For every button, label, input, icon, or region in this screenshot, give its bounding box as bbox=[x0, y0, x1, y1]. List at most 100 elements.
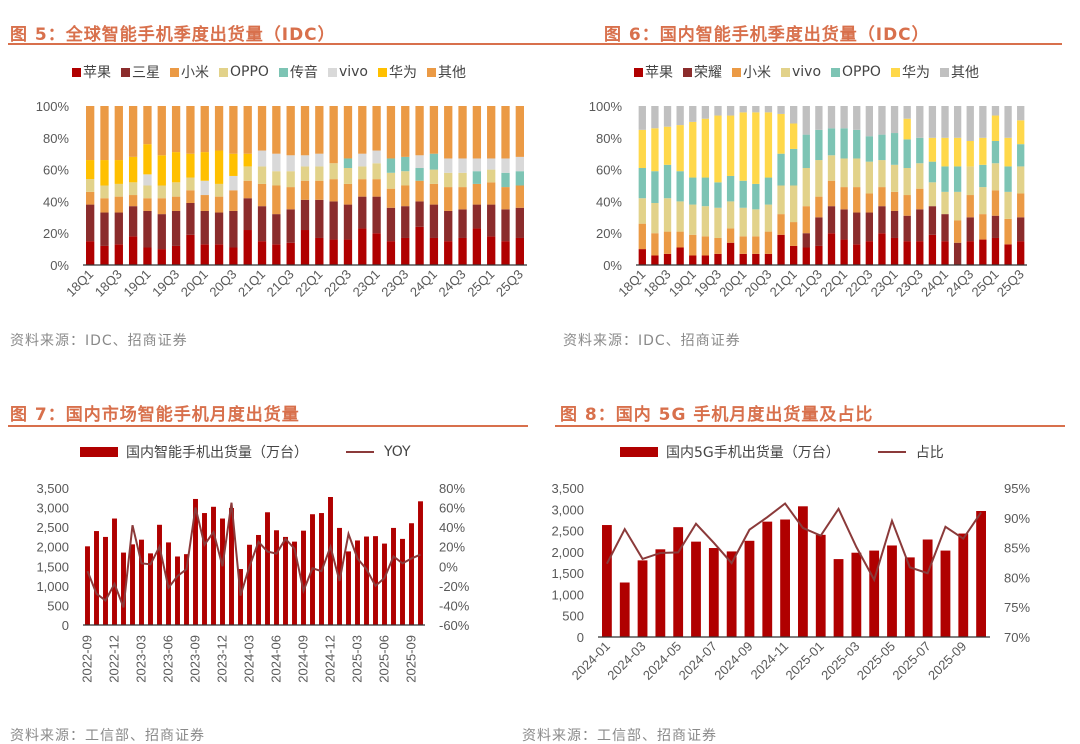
bar-segment bbox=[903, 139, 911, 169]
bar-segment bbox=[1017, 144, 1025, 167]
bar-segment bbox=[903, 106, 911, 119]
x-tick-label: 2024-03 bbox=[242, 635, 257, 683]
bar-segment bbox=[991, 237, 1000, 265]
legend-swatch bbox=[831, 67, 841, 77]
x-tick-label: 2024-09 bbox=[296, 635, 311, 683]
bar-segment bbox=[372, 179, 381, 197]
legend-label: OPPO bbox=[230, 64, 269, 80]
axis-tick-label: 0% bbox=[50, 258, 69, 273]
bar bbox=[904, 557, 915, 637]
legend-swatch bbox=[170, 67, 179, 77]
axis-tick-label: 80% bbox=[1004, 570, 1030, 585]
bar-segment bbox=[865, 241, 873, 265]
bar-segment bbox=[815, 129, 823, 161]
axis-tick-label: 100% bbox=[589, 99, 623, 114]
bar-segment bbox=[272, 244, 281, 265]
bar-segment bbox=[515, 185, 524, 208]
bar-segment bbox=[790, 148, 798, 186]
bar bbox=[238, 569, 243, 625]
axis-tick-label: 2,500 bbox=[36, 520, 69, 535]
bar-segment bbox=[329, 239, 338, 265]
bar-segment bbox=[300, 180, 310, 200]
bar-segment bbox=[472, 171, 482, 184]
x-tick-label: 2025-03 bbox=[350, 635, 365, 683]
bar-segment bbox=[714, 115, 722, 183]
bar-segment bbox=[663, 253, 672, 265]
legend-item-bars: 国内5G手机出货量（万台） bbox=[620, 442, 840, 462]
bar-segment bbox=[840, 128, 848, 159]
bar-segment bbox=[143, 210, 152, 248]
axis-tick-label: 1,000 bbox=[551, 587, 584, 602]
bar-segment bbox=[689, 106, 697, 122]
bar bbox=[85, 546, 90, 625]
bar-segment bbox=[638, 168, 646, 199]
bar-segment bbox=[840, 187, 848, 210]
bar-segment bbox=[343, 106, 353, 159]
bar-segment bbox=[991, 106, 1000, 116]
bar-segment bbox=[991, 163, 1000, 191]
bar-segment bbox=[501, 172, 510, 188]
axis-tick-label: 0% bbox=[439, 559, 458, 574]
bar-segment bbox=[157, 106, 166, 156]
bar-segment bbox=[752, 209, 760, 237]
bar-segment bbox=[143, 106, 152, 145]
bar-segment bbox=[676, 247, 684, 265]
x-tick-label: 19Q1 bbox=[120, 267, 153, 300]
bar-segment bbox=[701, 177, 710, 207]
bar-segment bbox=[1004, 244, 1012, 265]
bar-segment bbox=[157, 214, 166, 250]
bar-segment bbox=[966, 166, 974, 196]
bar-segment bbox=[143, 144, 152, 175]
bar-segment bbox=[200, 152, 209, 181]
bar-segment bbox=[903, 241, 911, 265]
x-tick-label: 18Q3 bbox=[92, 267, 125, 300]
bar-segment bbox=[487, 158, 496, 170]
bar bbox=[833, 559, 844, 637]
bar-segment bbox=[853, 212, 861, 245]
bar-segment bbox=[487, 236, 496, 265]
bar-segment bbox=[186, 177, 195, 191]
bar-segment bbox=[663, 198, 672, 232]
legend-label: OPPO bbox=[842, 64, 881, 80]
bar-segment bbox=[1004, 137, 1012, 167]
plot-area bbox=[86, 106, 524, 265]
bar bbox=[103, 536, 108, 625]
legend-label: vivo bbox=[338, 64, 368, 80]
bar-segment bbox=[764, 253, 773, 265]
bar-segment bbox=[415, 201, 424, 227]
legend-item: 其他 bbox=[939, 62, 979, 82]
bar-segment bbox=[790, 106, 798, 124]
bar bbox=[940, 550, 951, 637]
x-tick-label: 2024-03 bbox=[604, 639, 648, 683]
bar-segment bbox=[966, 217, 974, 242]
bar-segment bbox=[257, 241, 267, 265]
bar-segment bbox=[638, 223, 646, 250]
axis-tick-label: 500 bbox=[47, 598, 69, 613]
axis-tick-label: 80% bbox=[439, 481, 465, 496]
bar-segment bbox=[890, 164, 899, 192]
bar-segment bbox=[200, 180, 209, 196]
x-tick-label: 21Q3 bbox=[792, 267, 825, 300]
bar-segment bbox=[928, 161, 937, 183]
legend-item-line: YOY bbox=[346, 444, 411, 460]
bar-segment bbox=[827, 155, 836, 181]
bar-segment bbox=[890, 191, 899, 211]
bar-segment bbox=[200, 195, 209, 211]
x-tick-label: 2025-06 bbox=[377, 635, 392, 683]
bar bbox=[130, 544, 135, 625]
bar-segment bbox=[272, 153, 281, 172]
x-tick-label: 21Q1 bbox=[235, 267, 268, 300]
bar-segment bbox=[429, 169, 439, 184]
figure-6-rule bbox=[540, 43, 1062, 45]
x-tick-label: 23Q3 bbox=[893, 267, 926, 300]
bar-segment bbox=[878, 106, 886, 135]
bar-segment bbox=[214, 150, 224, 184]
bar-segment bbox=[979, 164, 987, 188]
bar-segment bbox=[928, 137, 937, 162]
bar-segment bbox=[953, 242, 962, 265]
bar bbox=[869, 550, 880, 637]
bar-segment bbox=[429, 204, 439, 238]
legend-label: YOY bbox=[384, 444, 411, 460]
x-tick-label: 19Q3 bbox=[149, 267, 182, 300]
bar-segment bbox=[429, 153, 439, 170]
